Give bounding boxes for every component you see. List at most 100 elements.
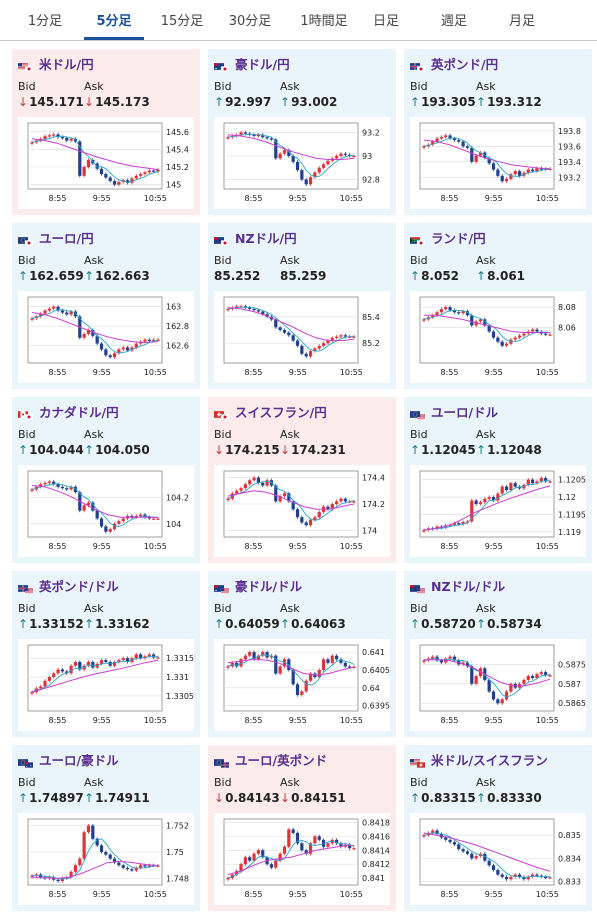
candle <box>304 680 308 692</box>
bid-price-value: 162.659 <box>29 269 84 283</box>
candlestick-chart[interactable]: 0.8418 0.8416 0.8414 0.8412 0.841 8:55 9:55 10:… <box>214 813 390 905</box>
rate-card[interactable]: ランド/円 Bid Ask ↑8.052 ↑8.061 8.08 8.06 8:55 9:55 1… <box>404 223 592 389</box>
rate-card[interactable]: ユーロ/豪ドル Bid Ask ↑1.74897 ↑1.74911 1.752 1.75 1.… <box>12 745 200 911</box>
pair-name[interactable]: ユーロ/円 <box>39 230 94 246</box>
ask-price: ↑0.64063 <box>280 617 346 631</box>
ma-long-line <box>227 844 355 876</box>
candle <box>539 672 543 675</box>
candlestick-chart[interactable]: 1.3315 1.331 1.3305 8:55 9:55 10:55 <box>18 639 194 731</box>
candle <box>343 662 347 667</box>
candle <box>278 853 282 861</box>
pair-name[interactable]: 豪ドル/ドル <box>235 578 303 594</box>
pair-name[interactable]: ユーロ/ドル <box>431 404 499 420</box>
y-tick-label: 92.8 <box>362 176 380 185</box>
candlestick-chart[interactable]: 0.641 0.6405 0.64 0.6395 8:55 9:55 10:55 <box>214 639 390 731</box>
ask-label: Ask <box>476 428 496 441</box>
rate-card[interactable]: 豪ドル/円 Bid Ask ↑92.997 ↑93.002 93.2 93 92.8 8:55 9… <box>208 49 396 215</box>
candlestick-chart[interactable]: 1.752 1.75 1.748 8:55 9:55 10:55 <box>18 813 194 905</box>
pair-name[interactable]: ユーロ/英ポンド <box>235 752 328 768</box>
chart-frame <box>419 644 555 712</box>
y-tick-label: 1.1205 <box>558 476 586 485</box>
tab-7[interactable]: 月足 <box>508 14 535 29</box>
chart-frame <box>223 818 359 886</box>
pair-name[interactable]: 豪ドル/円 <box>235 56 290 72</box>
bid-price-value: 104.044 <box>29 443 84 457</box>
candle <box>326 160 330 165</box>
candle <box>99 660 104 664</box>
x-tick-label: 8:55 <box>48 542 66 551</box>
tab-4[interactable]: 1時間足 <box>300 14 348 29</box>
tab-6[interactable]: 週足 <box>440 14 467 29</box>
candle <box>308 843 313 854</box>
rate-card[interactable]: NZドル/円 Bid Ask 85.252 85.259 85.4 85.2 8:55 9:55… <box>208 223 396 389</box>
rate-card[interactable]: NZドル/ドル Bid Ask ↑0.58720 ↑0.58734 0.5875 0.587… <box>404 571 592 737</box>
candle <box>291 829 295 833</box>
candle <box>496 869 500 875</box>
tab-2[interactable]: 15分足 <box>160 14 204 29</box>
tab-0[interactable]: 1分足 <box>27 14 63 29</box>
rate-card[interactable]: 英ポンド/ドル Bid Ask ↑1.33152 ↑1.33162 1.3315 1.331… <box>12 571 200 737</box>
rate-card[interactable]: 米ドル/円 Bid Ask ↓145.171 ↓145.173 145.6 145.4 145… <box>12 49 200 215</box>
candlestick-chart[interactable]: 104.2 104 8:55 9:55 10:55 <box>18 465 194 557</box>
candle <box>483 498 487 503</box>
candlestick-chart[interactable]: 0.5875 0.587 0.5865 8:55 9:55 10:55 <box>410 639 586 731</box>
rate-card[interactable]: ユーロ/円 Bid Ask ↑162.659 ↑162.663 163 162.8 162.6… <box>12 223 200 389</box>
candlestick-chart[interactable]: 85.4 85.2 8:55 9:55 10:55 <box>214 291 390 383</box>
rate-card[interactable]: ユーロ/英ポンド Bid Ask ↓0.84143 ↓0.84151 0.8418 0.84… <box>208 745 396 911</box>
candle <box>65 671 69 674</box>
candlestick-chart[interactable]: 93.2 93 92.8 8:55 9:55 10:55 <box>214 117 390 209</box>
tab-3[interactable]: 30分足 <box>228 14 272 29</box>
candle <box>117 521 121 524</box>
rate-card[interactable]: 米ドル/スイスフラン Bid Ask ↑0.83315 ↑0.83330 0.835 0.8… <box>404 745 592 911</box>
rate-card[interactable]: ユーロ/ドル Bid Ask ↑1.12045 ↑1.12048 1.1205 1.12 1.… <box>404 397 592 563</box>
candle <box>496 337 500 342</box>
candle <box>86 330 91 334</box>
candle <box>117 181 121 185</box>
pair-name[interactable]: 英ポンド/ドル <box>39 578 119 594</box>
currency-flags-icon <box>18 232 33 246</box>
pair-name[interactable]: 米ドル/円 <box>39 56 94 72</box>
tab-1[interactable]: 5分足 <box>84 0 144 40</box>
pair-name[interactable]: 英ポンド/円 <box>431 56 499 72</box>
ask-price-value: 1.12048 <box>487 443 542 457</box>
candle <box>465 662 470 667</box>
x-tick-label: 9:55 <box>289 716 307 725</box>
candlestick-chart[interactable]: 0.835 0.834 0.833 8:55 9:55 10:55 <box>410 813 586 905</box>
candle <box>544 477 548 482</box>
candlestick-chart[interactable]: 174.4 174.2 174 8:55 9:55 10:55 <box>214 465 390 557</box>
rate-card[interactable]: スイスフラン/円 Bid Ask ↓174.215 ↓174.231 174.4 174.2… <box>208 397 396 563</box>
candle <box>317 167 321 173</box>
candle <box>139 654 143 659</box>
candle <box>531 676 535 678</box>
pair-name[interactable]: ランド/円 <box>431 230 486 246</box>
rate-card[interactable]: 豪ドル/ドル Bid Ask ↑0.64059 ↑0.64063 0.641 0.6405 0… <box>208 571 396 737</box>
candle <box>239 864 243 872</box>
candle <box>295 509 300 518</box>
candle <box>326 843 330 847</box>
pair-name[interactable]: NZドル/ドル <box>431 578 506 594</box>
candle <box>335 156 339 159</box>
candlestick-chart[interactable]: 145.6 145.4 145.2 145 8:55 9:55 10:55 <box>18 117 194 209</box>
pair-name[interactable]: 米ドル/スイスフラン <box>431 752 548 768</box>
candlestick-chart[interactable]: 8.08 8.06 8:55 9:55 10:55 <box>410 291 586 383</box>
candle <box>287 150 291 156</box>
candlestick-chart[interactable]: 1.1205 1.12 1.1195 1.119 8:55 9:55 10:55 <box>410 465 586 557</box>
ma-short-line <box>31 838 159 880</box>
pair-name[interactable]: NZドル/円 <box>235 230 297 246</box>
candlestick-chart[interactable]: 163 162.8 162.6 8:55 9:55 10:55 <box>18 291 194 383</box>
pair-name[interactable]: ユーロ/豪ドル <box>39 752 119 768</box>
pair-name[interactable]: スイスフラン/円 <box>235 404 327 420</box>
candle <box>65 312 69 315</box>
tab-5[interactable]: 日足 <box>372 14 399 29</box>
chart-frame <box>27 122 163 190</box>
rate-card[interactable]: カナダドル/円 Bid Ask ↑104.044 ↑104.050 104.2 104 8:5… <box>12 397 200 563</box>
arrow-up-icon: ↑ <box>84 617 95 631</box>
pair-name[interactable]: カナダドル/円 <box>39 404 119 420</box>
candle <box>348 501 352 503</box>
ask-price-value: 162.663 <box>95 269 150 283</box>
candlestick-chart[interactable]: 193.8 193.6 193.4 193.2 8:55 9:55 10:55 <box>410 117 586 209</box>
rate-card[interactable]: 英ポンド/円 Bid Ask ↑193.305 ↑193.312 193.8 193.6 19… <box>404 49 592 215</box>
arrow-up-icon: ↑ <box>410 617 421 631</box>
y-tick-label: 0.8416 <box>362 832 390 841</box>
ask-price: ↑1.74911 <box>84 791 150 805</box>
